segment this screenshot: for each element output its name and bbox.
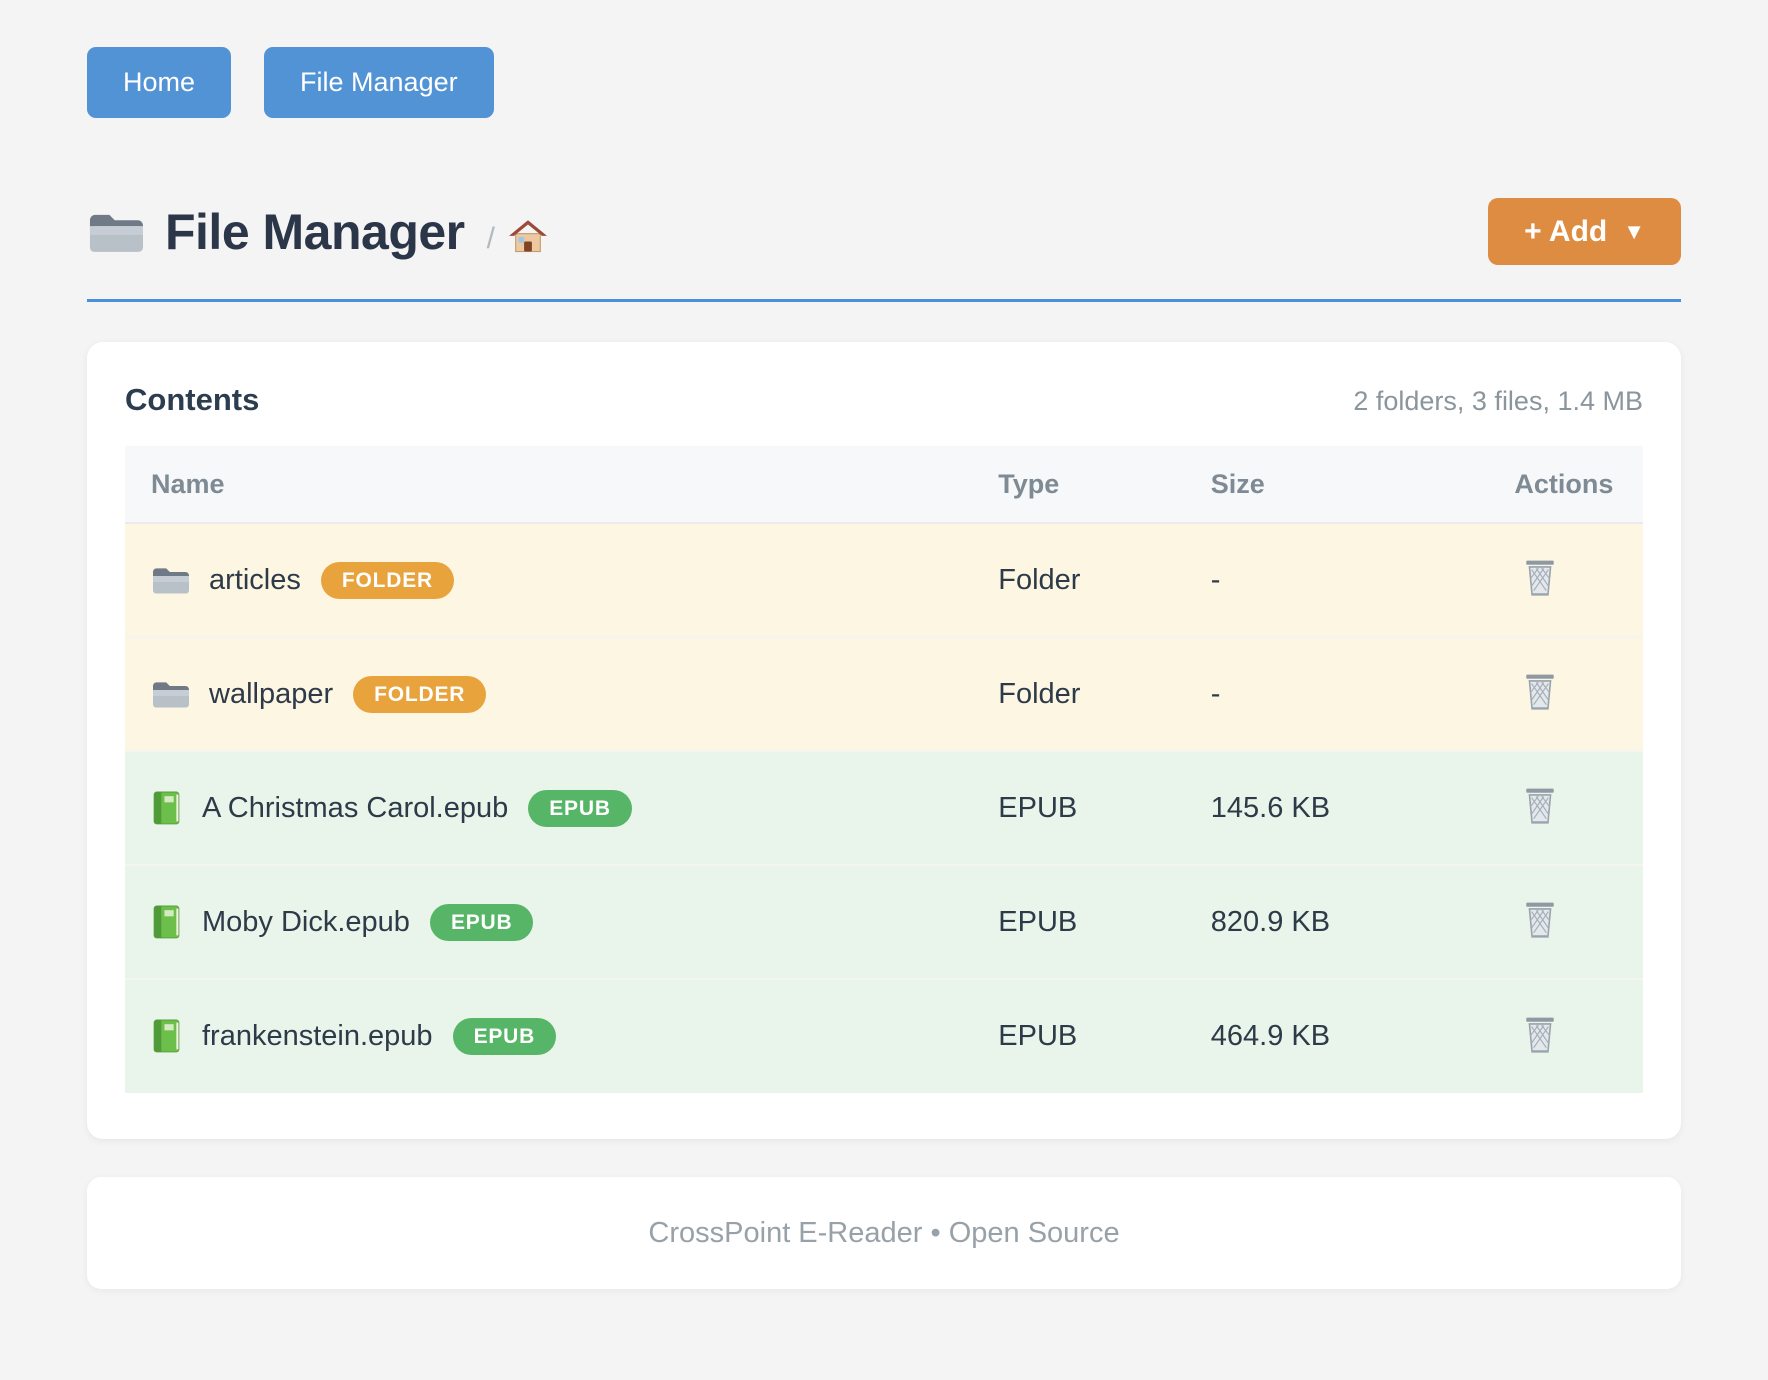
column-header-size: Size xyxy=(1202,446,1507,524)
file-size-cell: - xyxy=(1210,563,1221,596)
chevron-down-icon: ▼ xyxy=(1623,218,1645,244)
column-header-actions: Actions xyxy=(1506,446,1643,524)
delete-button[interactable] xyxy=(1520,555,1560,601)
file-size-cell: - xyxy=(1210,677,1221,710)
file-type-cell: EPUB xyxy=(998,1020,1078,1052)
table-row: A Christmas Carol.epub EPUB EPUB 145.6 K… xyxy=(125,751,1643,865)
file-name-link[interactable]: A Christmas Carol.epub EPUB xyxy=(151,789,982,827)
trash-icon xyxy=(1524,1016,1556,1054)
breadcrumb-separator: / xyxy=(486,221,495,255)
column-header-type: Type xyxy=(990,446,1203,524)
add-button-label: + Add xyxy=(1524,214,1608,248)
table-row: Moby Dick.epub EPUB EPUB 820.9 KB xyxy=(125,865,1643,979)
file-name-link[interactable]: articles FOLDER xyxy=(151,561,982,599)
file-type-cell: EPUB xyxy=(998,791,1078,824)
table-header-row: Name Type Size Actions xyxy=(125,446,1643,524)
folder-icon xyxy=(151,564,189,596)
delete-button[interactable] xyxy=(1520,783,1560,829)
table-row: wallpaper FOLDER Folder - xyxy=(125,637,1643,751)
book-icon xyxy=(151,904,182,941)
table-row: frankenstein.epub EPUB EPUB 464.9 KB xyxy=(125,979,1643,1093)
file-name-label: wallpaper xyxy=(209,677,334,710)
file-manager-button[interactable]: File Manager xyxy=(264,47,494,118)
trash-icon xyxy=(1524,673,1556,711)
book-icon xyxy=(151,790,182,827)
file-type-cell: Folder xyxy=(998,563,1081,596)
home-button[interactable]: Home xyxy=(87,47,232,118)
file-type-badge: FOLDER xyxy=(353,675,487,713)
file-size-cell: 145.6 KB xyxy=(1210,791,1331,824)
header-divider xyxy=(87,299,1681,302)
file-type-cell: Folder xyxy=(998,677,1081,710)
page-container: Home File Manager File Manager / xyxy=(87,0,1681,1289)
page-header: File Manager / + Add ▼ xyxy=(87,198,1681,265)
file-name-link[interactable]: frankenstein.epub EPUB xyxy=(151,1018,982,1055)
file-name-link[interactable]: wallpaper FOLDER xyxy=(151,675,982,713)
file-name-link[interactable]: Moby Dick.epub EPUB xyxy=(151,903,982,941)
add-button[interactable]: + Add ▼ xyxy=(1488,198,1681,265)
contents-card-header: Contents 2 folders, 3 files, 1.4 MB xyxy=(125,382,1643,418)
folder-icon xyxy=(151,678,189,710)
table-row: articles FOLDER Folder - xyxy=(125,523,1643,637)
book-icon xyxy=(151,1018,182,1055)
file-name-label: frankenstein.epub xyxy=(202,1020,433,1052)
file-name-label: A Christmas Carol.epub xyxy=(202,791,509,824)
file-name-label: Moby Dick.epub xyxy=(202,905,410,938)
delete-button[interactable] xyxy=(1520,669,1560,715)
file-size-cell: 464.9 KB xyxy=(1210,1020,1331,1052)
trash-icon xyxy=(1524,901,1556,939)
file-type-badge: EPUB xyxy=(452,1018,557,1055)
trash-icon xyxy=(1524,787,1556,825)
contents-card: Contents 2 folders, 3 files, 1.4 MB Name… xyxy=(87,342,1681,1139)
page-title: File Manager xyxy=(165,203,465,260)
file-type-cell: EPUB xyxy=(998,905,1078,938)
file-type-badge: FOLDER xyxy=(320,561,454,599)
footer-text: CrossPoint E-Reader • Open Source xyxy=(648,1216,1120,1249)
delete-button[interactable] xyxy=(1520,1012,1560,1058)
title-group: File Manager / xyxy=(87,203,547,261)
folder-icon xyxy=(87,208,143,256)
delete-button[interactable] xyxy=(1520,897,1560,943)
house-icon[interactable] xyxy=(508,219,547,255)
footer-card: CrossPoint E-Reader • Open Source xyxy=(87,1177,1681,1289)
file-type-badge: EPUB xyxy=(528,789,632,827)
contents-summary: 2 folders, 3 files, 1.4 MB xyxy=(1353,386,1643,416)
contents-heading: Contents xyxy=(125,382,260,417)
file-size-cell: 820.9 KB xyxy=(1210,905,1331,938)
top-nav: Home File Manager xyxy=(87,47,1681,118)
table-body: articles FOLDER Folder - xyxy=(125,523,1643,1093)
file-name-label: articles xyxy=(209,563,301,596)
trash-icon xyxy=(1524,559,1556,597)
file-type-badge: EPUB xyxy=(429,903,534,941)
files-table: Name Type Size Actions xyxy=(125,446,1643,1093)
column-header-name: Name xyxy=(125,446,991,524)
